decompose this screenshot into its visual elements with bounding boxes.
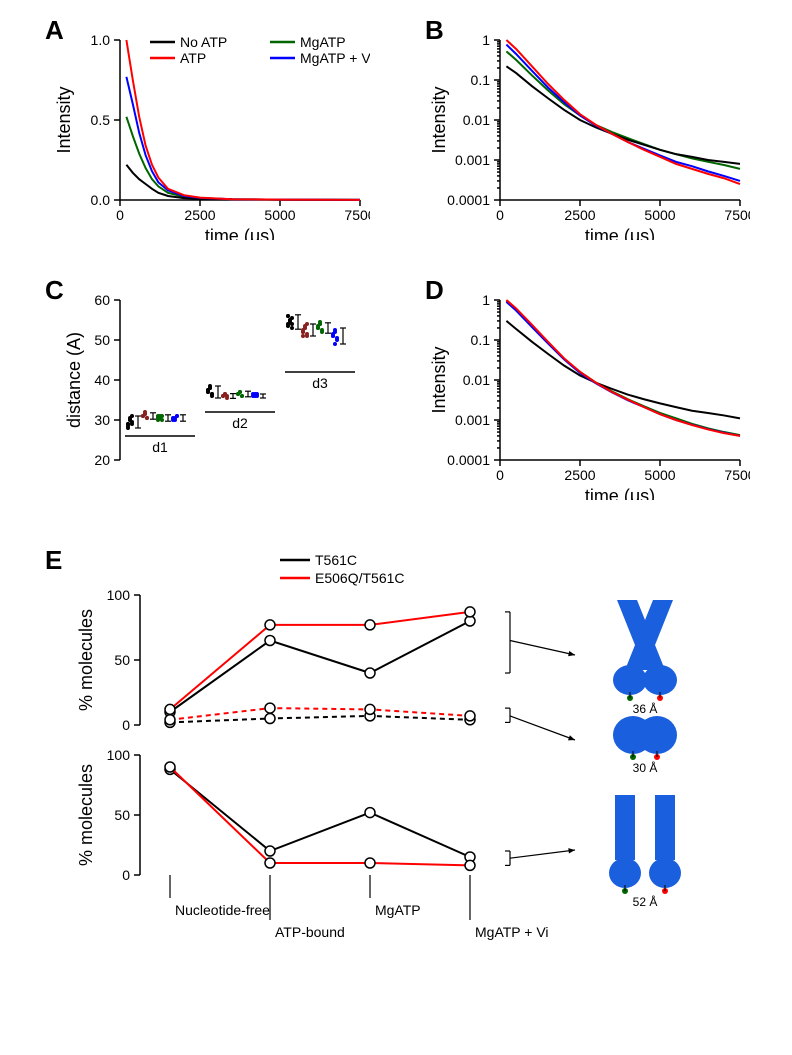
svg-text:100: 100 bbox=[107, 747, 131, 763]
svg-text:time (μs): time (μs) bbox=[585, 486, 655, 500]
svg-text:2500: 2500 bbox=[564, 207, 595, 223]
svg-text:40: 40 bbox=[94, 372, 110, 388]
svg-text:30 Å: 30 Å bbox=[633, 760, 658, 775]
svg-text:50: 50 bbox=[114, 807, 130, 823]
svg-text:2500: 2500 bbox=[184, 207, 215, 223]
svg-text:MgATP + Vi: MgATP + Vi bbox=[300, 50, 370, 66]
svg-text:2500: 2500 bbox=[564, 467, 595, 483]
svg-text:5000: 5000 bbox=[644, 207, 675, 223]
svg-text:0.001: 0.001 bbox=[455, 152, 490, 168]
svg-text:ATP: ATP bbox=[180, 50, 206, 66]
svg-text:E506Q/T561C: E506Q/T561C bbox=[315, 570, 405, 586]
svg-text:time (μs): time (μs) bbox=[205, 226, 275, 240]
svg-text:0: 0 bbox=[116, 207, 124, 223]
svg-text:0: 0 bbox=[496, 207, 504, 223]
svg-text:0.0001: 0.0001 bbox=[447, 452, 490, 468]
svg-text:Intensity: Intensity bbox=[429, 346, 449, 413]
svg-text:7500: 7500 bbox=[724, 207, 750, 223]
svg-text:ATP-bound: ATP-bound bbox=[275, 924, 345, 940]
svg-text:7500: 7500 bbox=[724, 467, 750, 483]
svg-text:1: 1 bbox=[482, 32, 490, 48]
svg-text:5000: 5000 bbox=[264, 207, 295, 223]
svg-text:T561C: T561C bbox=[315, 552, 357, 568]
svg-text:% molecules: % molecules bbox=[76, 609, 96, 711]
svg-text:20: 20 bbox=[94, 452, 110, 468]
svg-text:MgATP: MgATP bbox=[375, 902, 421, 918]
svg-text:0: 0 bbox=[122, 717, 130, 733]
svg-text:d2: d2 bbox=[232, 415, 248, 431]
svg-text:60: 60 bbox=[94, 292, 110, 308]
svg-text:0: 0 bbox=[122, 867, 130, 883]
svg-text:30: 30 bbox=[94, 412, 110, 428]
svg-text:0.01: 0.01 bbox=[463, 372, 490, 388]
svg-text:MgATP + Vi: MgATP + Vi bbox=[475, 924, 549, 940]
svg-text:0.001: 0.001 bbox=[455, 412, 490, 428]
svg-text:0.1: 0.1 bbox=[471, 72, 491, 88]
svg-text:36 Å: 36 Å bbox=[633, 701, 658, 716]
svg-text:Nucleotide-free: Nucleotide-free bbox=[175, 902, 270, 918]
svg-text:0.0: 0.0 bbox=[91, 192, 111, 208]
svg-text:0.5: 0.5 bbox=[91, 112, 111, 128]
svg-text:Intensity: Intensity bbox=[54, 86, 74, 153]
svg-text:7500: 7500 bbox=[344, 207, 370, 223]
svg-text:5000: 5000 bbox=[644, 467, 675, 483]
svg-text:% molecules: % molecules bbox=[76, 764, 96, 866]
svg-text:No ATP: No ATP bbox=[180, 34, 227, 50]
svg-text:0.0001: 0.0001 bbox=[447, 192, 490, 208]
svg-text:50: 50 bbox=[114, 652, 130, 668]
svg-text:MgATP: MgATP bbox=[300, 34, 346, 50]
svg-text:d1: d1 bbox=[152, 439, 168, 455]
svg-text:Intensity: Intensity bbox=[429, 86, 449, 153]
svg-text:50: 50 bbox=[94, 332, 110, 348]
svg-text:100: 100 bbox=[107, 587, 131, 603]
svg-text:distance (A): distance (A) bbox=[64, 332, 84, 428]
svg-text:52 Å: 52 Å bbox=[633, 894, 658, 909]
svg-text:0.01: 0.01 bbox=[463, 112, 490, 128]
svg-text:1.0: 1.0 bbox=[91, 32, 111, 48]
svg-text:time (μs): time (μs) bbox=[585, 226, 655, 240]
svg-text:0.1: 0.1 bbox=[471, 332, 491, 348]
svg-text:d3: d3 bbox=[312, 375, 328, 391]
svg-text:0: 0 bbox=[496, 467, 504, 483]
svg-text:1: 1 bbox=[482, 292, 490, 308]
